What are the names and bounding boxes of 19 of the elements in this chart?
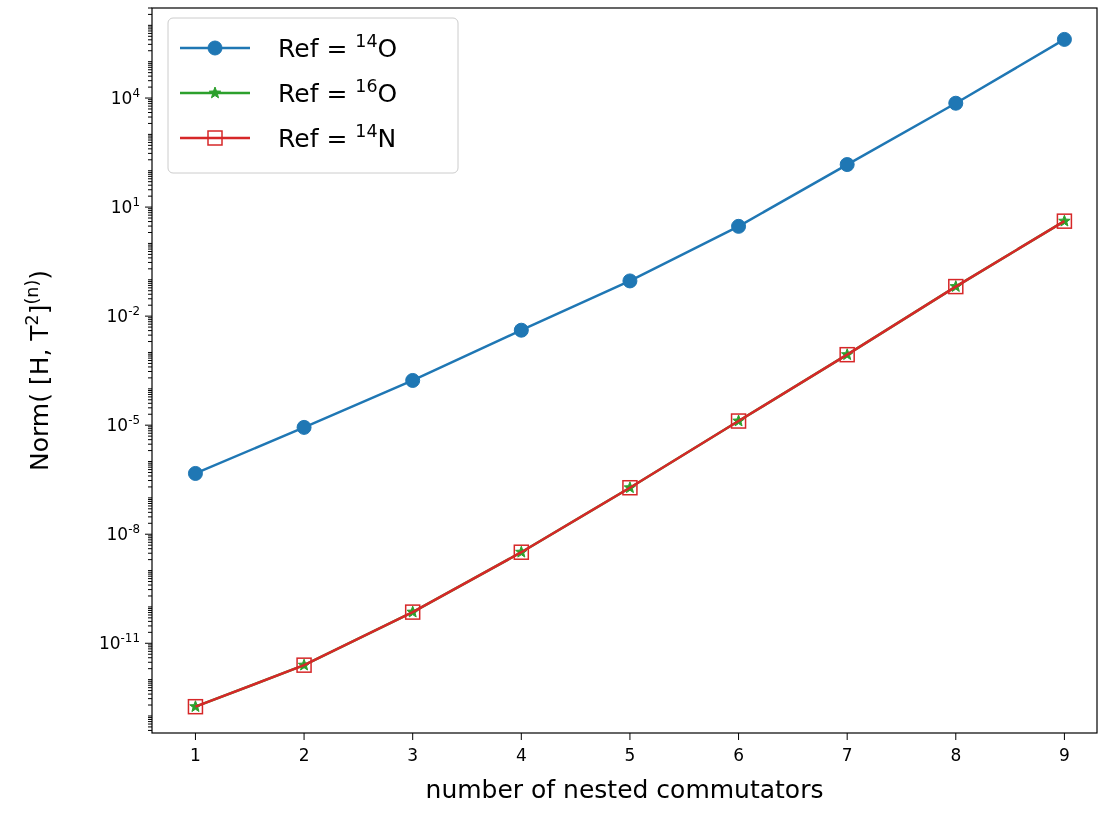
y-tick-label: 10$^{-8}$ bbox=[106, 522, 140, 545]
x-tick-label: 7 bbox=[841, 745, 853, 765]
y-tick-label: 10$^{-2}$ bbox=[106, 304, 140, 327]
y-tick-label: 10$^{-5}$ bbox=[106, 413, 140, 436]
x-tick-label: 1 bbox=[190, 745, 201, 765]
y-tick-label: 10$^{1}$ bbox=[110, 195, 140, 218]
legend-label: Ref = $^{14}$N bbox=[278, 121, 397, 153]
y-tick-label: 10$^{-11}$ bbox=[98, 631, 140, 654]
x-tick-label: 8 bbox=[950, 745, 962, 765]
x-tick-label: 4 bbox=[515, 745, 527, 765]
x-tick-label: 2 bbox=[298, 745, 310, 765]
y-tick-label: 10$^{4}$ bbox=[110, 86, 140, 109]
x-tick-label: 6 bbox=[733, 745, 744, 765]
x-tick-label: 9 bbox=[1059, 745, 1070, 765]
legend-label: Ref = $^{14}$O bbox=[278, 31, 398, 63]
x-tick-label: 5 bbox=[624, 745, 636, 765]
x-tick-label: 3 bbox=[407, 745, 419, 765]
legend-label: Ref = $^{16}$O bbox=[278, 76, 398, 108]
x-axis-title: number of nested commutators bbox=[425, 775, 824, 804]
